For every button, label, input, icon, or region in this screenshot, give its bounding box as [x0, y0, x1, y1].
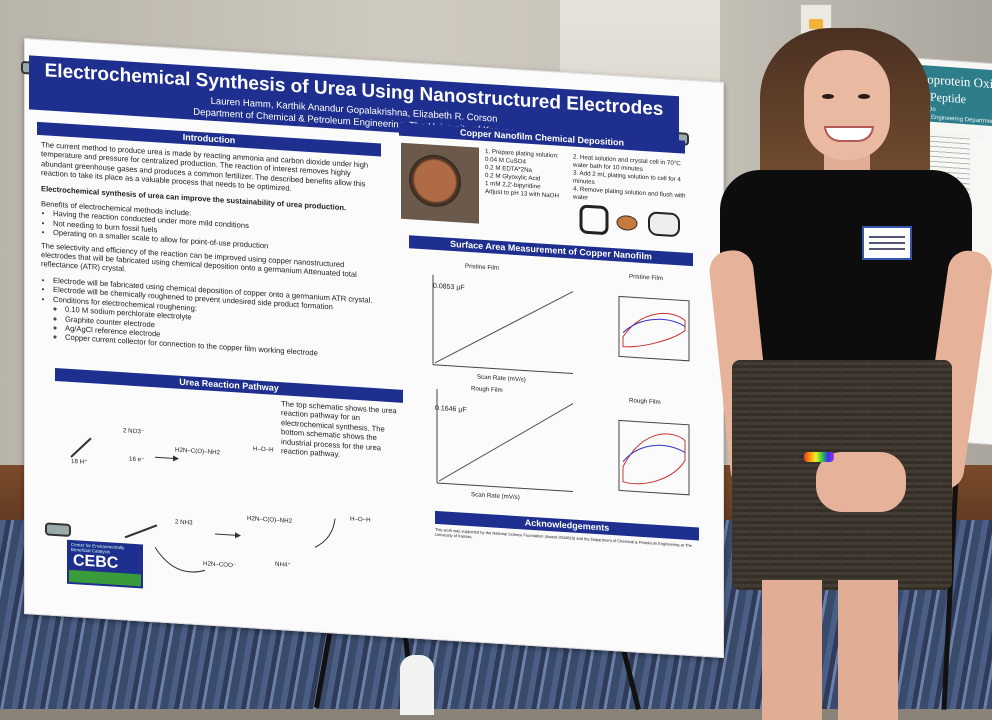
poster-tube: [400, 655, 434, 715]
deposition-steps-left: 1. Prepare plating solution: 0.04 M CuSO…: [485, 148, 559, 200]
introduction-body: The current method to produce urea is ma…: [41, 140, 381, 366]
surface-area-plots: [432, 274, 690, 496]
rainbow-bracelet: [804, 452, 834, 462]
right-leg: [838, 580, 898, 720]
electrode-list: Electrode will be fabricated using chemi…: [41, 275, 381, 362]
research-poster: Electrochemical Synthesis of Urea Using …: [21, 38, 724, 659]
black-top: [720, 170, 972, 370]
presenter: [707, 20, 992, 720]
cebc-logo: Center for Environmentally Beneficial Ca…: [67, 539, 143, 589]
copper-film-photo: [401, 142, 479, 224]
clasped-hands: [816, 452, 906, 512]
deposition-cell-icons: [579, 204, 680, 237]
reaction-schematic: [70, 437, 336, 573]
face: [804, 50, 890, 160]
name-badge: [862, 226, 912, 260]
pathway-heading: Urea Reaction Pathway: [55, 367, 403, 403]
left-leg: [762, 580, 822, 720]
